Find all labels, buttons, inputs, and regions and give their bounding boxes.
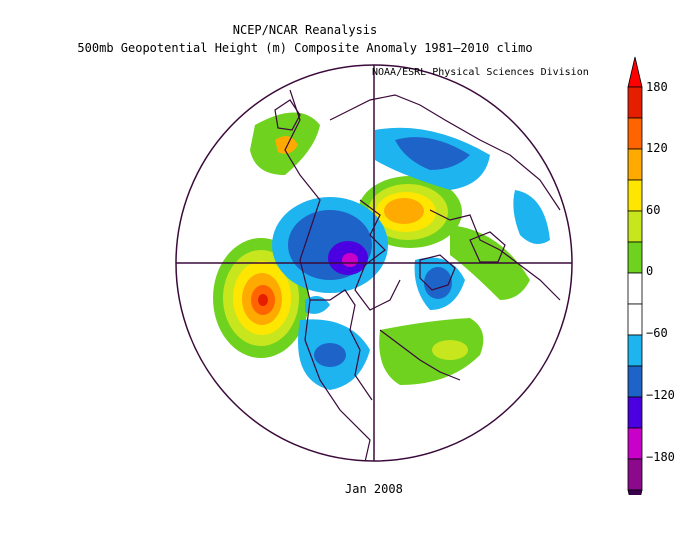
- chart-title: NCEP/NCAR Reanalysis: [232, 23, 378, 37]
- anomaly-field: [213, 112, 550, 390]
- colorbar-swatch: [627, 272, 643, 305]
- colorbar-tick: 120: [646, 141, 668, 155]
- colorbar-top-arrow: [627, 56, 643, 88]
- colorbar-swatch: [627, 458, 643, 491]
- colorbar-tick: 60: [646, 203, 661, 217]
- colorbar-swatch: [627, 303, 643, 336]
- colorbar-tick: −120: [646, 388, 675, 402]
- colorbar-tick: −180: [646, 450, 675, 464]
- chart-subtitle: 500mb Geopotential Height (m) Composite …: [77, 41, 533, 55]
- colorbar-tick: 0: [646, 264, 654, 278]
- colorbar-swatch: [627, 148, 643, 181]
- colorbar-swatch: [627, 427, 643, 460]
- colorbar: [627, 56, 643, 495]
- colorbar-swatch: [627, 365, 643, 398]
- colorbar-swatch: [627, 334, 643, 367]
- colorbar-swatch: [627, 86, 643, 119]
- colorbar-swatch: [627, 396, 643, 429]
- colorbar-bottom-arrow: [627, 489, 643, 495]
- credit-label: NOAA/ESRL Physical Sciences Division: [372, 67, 589, 78]
- colorbar-tick: −60: [646, 326, 668, 340]
- colorbar-swatch: [627, 179, 643, 212]
- date-label: Jan 2008: [345, 482, 403, 496]
- coastlines: [274, 89, 561, 461]
- map-boundary: [175, 64, 573, 462]
- colorbar-tick: 180: [646, 80, 668, 94]
- colorbar-swatch: [627, 117, 643, 150]
- colorbar-swatch: [627, 241, 643, 274]
- colorbar-swatch: [627, 210, 643, 243]
